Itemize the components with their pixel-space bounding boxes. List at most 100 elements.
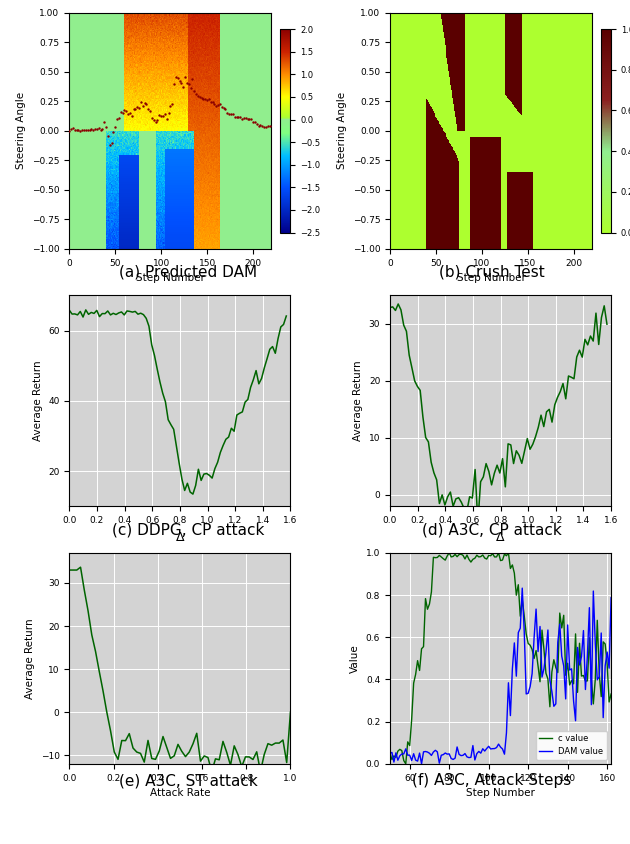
Point [106, 137, 117, 150]
X-axis label: Step Number: Step Number [457, 273, 525, 284]
c value [556, 608, 564, 618]
Point [202, 94, 212, 107]
Point [259, 120, 269, 133]
c value [595, 668, 603, 679]
Point [226, 107, 236, 121]
Point [237, 112, 247, 126]
Point [68, 122, 78, 135]
Point [143, 102, 153, 116]
Point [246, 112, 256, 126]
Point [182, 76, 192, 89]
Text: (f) A3C, Attack Steps: (f) A3C, Attack Steps [412, 773, 571, 788]
Point [251, 117, 261, 131]
Text: (d) A3C, CP attack: (d) A3C, CP attack [422, 522, 562, 537]
Point [134, 101, 144, 115]
c value [392, 752, 399, 762]
Text: (c) DDPG, CP attack: (c) DDPG, CP attack [112, 522, 265, 537]
Point [255, 119, 265, 133]
Point [90, 122, 100, 135]
DAM value [595, 672, 603, 682]
Point [121, 105, 131, 118]
Point [213, 98, 223, 111]
Point [204, 92, 214, 106]
Point [79, 123, 89, 137]
Point [105, 138, 115, 151]
Point [158, 110, 168, 123]
Point [171, 70, 181, 84]
Point [241, 111, 251, 125]
Point [180, 71, 190, 84]
Point [185, 81, 195, 95]
Y-axis label: Average Return: Average Return [25, 618, 35, 699]
Legend: c value, DAM value: c value, DAM value [536, 731, 607, 760]
Text: (a) Predicted DAM: (a) Predicted DAM [120, 265, 258, 279]
Point [167, 97, 177, 111]
Point [154, 108, 164, 122]
DAM value [394, 755, 402, 766]
Point [152, 113, 163, 127]
Point [215, 97, 225, 111]
Point [198, 93, 209, 106]
Y-axis label: Average Return: Average Return [33, 360, 42, 441]
Point [222, 106, 232, 120]
Point [66, 122, 76, 136]
c value [461, 554, 469, 564]
DAM value [418, 759, 425, 769]
Point [169, 78, 179, 91]
Point [132, 100, 142, 113]
Point [248, 115, 258, 128]
Point [229, 111, 239, 124]
Point [160, 107, 170, 121]
Text: (e) A3C, ST attack: (e) A3C, ST attack [119, 773, 258, 788]
Point [140, 96, 150, 110]
Point [191, 88, 201, 101]
Point [84, 123, 94, 137]
Point [184, 77, 194, 90]
Point [125, 106, 135, 120]
Point [96, 123, 106, 137]
Point [263, 120, 273, 133]
Point [220, 103, 231, 116]
Point [200, 93, 210, 106]
Point [233, 110, 243, 123]
Point [228, 107, 238, 121]
Point [206, 95, 216, 108]
Y-axis label: Steering Angle: Steering Angle [337, 92, 347, 170]
Point [74, 123, 84, 137]
Point [250, 115, 260, 128]
Point [86, 122, 96, 135]
Point [209, 98, 219, 111]
Point [94, 122, 104, 135]
X-axis label: Step Number: Step Number [136, 273, 205, 284]
Point [130, 102, 140, 116]
Point [261, 121, 271, 134]
Point [187, 73, 197, 86]
Point [219, 102, 229, 116]
DAM value [386, 749, 394, 759]
Point [141, 98, 151, 111]
Text: (b) Crush Test: (b) Crush Test [439, 265, 545, 279]
Point [123, 107, 133, 121]
c value [402, 759, 410, 769]
Point [163, 106, 173, 120]
Point [239, 111, 249, 125]
Point [119, 104, 129, 117]
Point [193, 89, 203, 103]
Point [136, 95, 146, 109]
Point [156, 110, 166, 123]
c value [445, 548, 453, 558]
Point [77, 123, 87, 137]
Point [176, 76, 186, 89]
Line: c value: c value [390, 553, 611, 764]
Point [149, 113, 159, 127]
Point [145, 105, 155, 118]
Point [103, 130, 113, 143]
Point [101, 121, 111, 134]
DAM value [392, 748, 399, 758]
Point [173, 71, 183, 84]
Y-axis label: Steering Angle: Steering Angle [16, 92, 26, 170]
Point [151, 116, 161, 129]
Point [83, 124, 93, 138]
Point [97, 122, 107, 136]
Point [72, 124, 82, 138]
